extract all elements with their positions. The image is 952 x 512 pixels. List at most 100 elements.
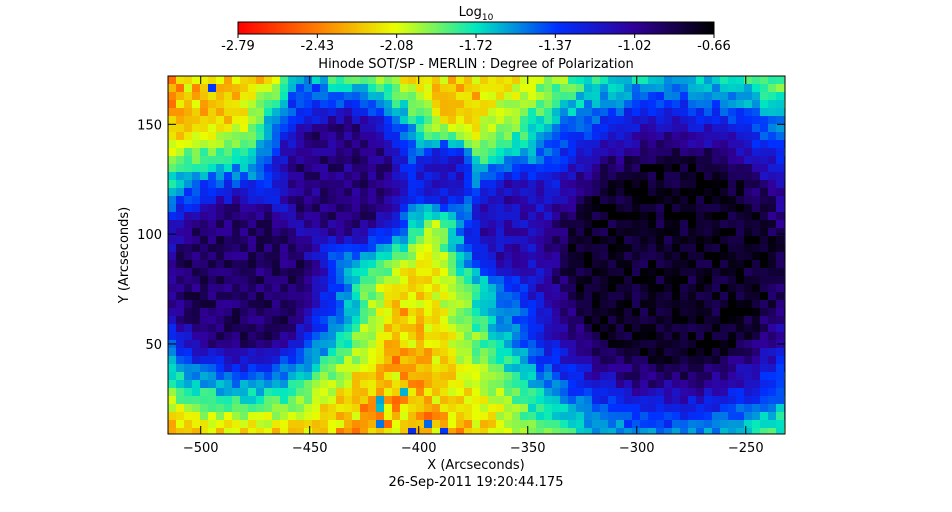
heatmap-cell — [408, 420, 417, 429]
heatmap-cell — [656, 308, 665, 317]
heatmap-cell — [392, 84, 401, 93]
heatmap-cell — [512, 292, 521, 301]
heatmap-cell — [632, 292, 641, 301]
heatmap-cell — [440, 252, 449, 261]
heatmap-cell — [240, 404, 249, 413]
heatmap-cell — [600, 332, 609, 341]
heatmap-cell — [424, 356, 433, 365]
heatmap-cell — [552, 172, 561, 181]
heatmap-cell — [480, 116, 489, 125]
heatmap-cell — [296, 92, 305, 101]
heatmap-cell — [288, 396, 297, 405]
heatmap-cell — [624, 212, 633, 221]
heatmap-image — [168, 76, 785, 434]
heatmap-cell — [256, 204, 265, 213]
heatmap-cell — [760, 284, 769, 293]
heatmap-cell — [208, 236, 217, 245]
heatmap-cell — [776, 276, 785, 285]
heatmap-cell — [416, 244, 425, 253]
heatmap-cell — [336, 156, 345, 165]
heatmap-cell — [496, 300, 505, 309]
colorbar-tick-label: -0.66 — [697, 39, 731, 54]
heatmap-cell — [456, 220, 465, 229]
heatmap-cell — [480, 244, 489, 253]
heatmap-cell — [392, 164, 401, 173]
heatmap-cell — [528, 332, 537, 341]
heatmap-cell — [448, 84, 457, 93]
heatmap-cell — [624, 420, 633, 429]
heatmap-cell — [192, 164, 201, 173]
heatmap-cell — [704, 236, 713, 245]
heatmap-cell — [664, 268, 673, 277]
heatmap-cell — [240, 180, 249, 189]
heatmap-cell — [520, 428, 529, 434]
heatmap-cell — [344, 300, 353, 309]
heatmap-cell — [352, 92, 361, 101]
heatmap-cell — [640, 132, 649, 141]
heatmap-cell — [352, 100, 361, 109]
heatmap-cell — [736, 332, 745, 341]
heatmap-cell — [760, 84, 769, 93]
heatmap-cell — [240, 268, 249, 277]
heatmap-cell — [200, 412, 209, 421]
heatmap-cell — [568, 292, 577, 301]
heatmap-cell — [536, 316, 545, 325]
y-tick-label: 100 — [137, 228, 162, 243]
heatmap-cell — [288, 412, 297, 421]
heatmap-cell — [776, 380, 785, 389]
heatmap-cell — [568, 348, 577, 357]
heatmap-cell — [704, 412, 713, 421]
heatmap-cell — [360, 220, 369, 229]
heatmap-cell — [656, 420, 665, 429]
heatmap-cell — [568, 84, 577, 93]
heatmap-cell — [416, 276, 425, 285]
heatmap-cell — [520, 100, 529, 109]
heatmap-cell — [304, 364, 313, 373]
heatmap-cell — [512, 180, 521, 189]
heatmap-cell — [360, 260, 369, 269]
heatmap-cell — [248, 268, 257, 277]
heatmap-cell — [776, 236, 785, 245]
heatmap-cell — [408, 236, 417, 245]
heatmap-cell — [752, 404, 761, 413]
heatmap-cell — [624, 100, 633, 109]
heatmap-cell — [664, 380, 673, 389]
heatmap-cell — [616, 428, 625, 434]
heatmap-cell — [384, 428, 393, 434]
heatmap-cell — [760, 428, 769, 434]
heatmap-cell — [544, 404, 553, 413]
heatmap-cell — [704, 388, 713, 397]
heatmap-cell — [248, 204, 257, 213]
heatmap-cell — [400, 140, 409, 149]
heatmap-cell — [736, 228, 745, 237]
heatmap-cell — [512, 100, 521, 109]
heatmap-cell — [392, 76, 401, 85]
heatmap-cell — [456, 300, 465, 309]
heatmap-cell — [592, 180, 601, 189]
heatmap-cell — [624, 108, 633, 117]
heatmap-cell — [560, 388, 569, 397]
heatmap-cell — [576, 180, 585, 189]
heatmap-cell — [320, 252, 329, 261]
heatmap-cell — [256, 364, 265, 373]
heatmap-cell — [264, 308, 273, 317]
heatmap-cell — [760, 92, 769, 101]
heatmap-cell — [272, 156, 281, 165]
heatmap-cell — [736, 276, 745, 285]
heatmap-cell — [656, 404, 665, 413]
heatmap-cell — [272, 308, 281, 317]
heatmap-cell — [688, 132, 697, 141]
heatmap-cell — [216, 132, 225, 141]
heatmap-cell — [480, 380, 489, 389]
heatmap-cell — [432, 84, 441, 93]
heatmap-cell — [280, 100, 289, 109]
heatmap-cell — [352, 212, 361, 221]
heatmap-cell — [456, 236, 465, 245]
heatmap-cell — [208, 76, 217, 85]
heatmap-cell — [624, 316, 633, 325]
heatmap-cell — [504, 108, 513, 117]
heatmap-cell — [272, 228, 281, 237]
heatmap-cell — [256, 124, 265, 133]
heatmap-cell — [448, 108, 457, 117]
heatmap-cell — [520, 84, 529, 93]
